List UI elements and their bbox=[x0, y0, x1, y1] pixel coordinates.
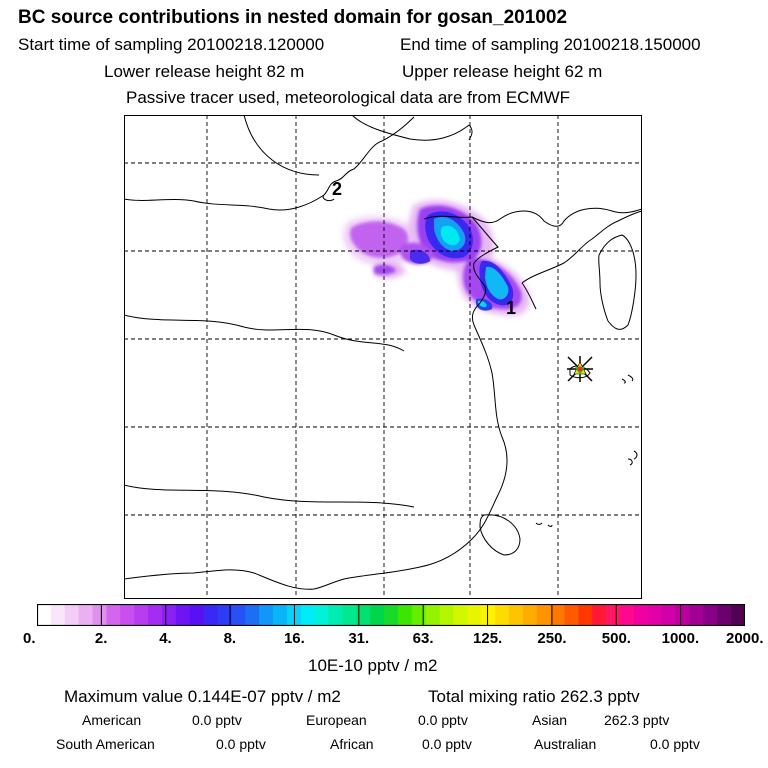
total-mixing-label: Total mixing ratio 262.3 pptv bbox=[428, 687, 640, 706]
colorbar-tick-label: 8. bbox=[223, 630, 237, 647]
colorbar-cell bbox=[245, 604, 260, 626]
colorbar-tick-label: 250. bbox=[537, 630, 567, 647]
colorbar-cell bbox=[134, 604, 149, 626]
colorbar-cell bbox=[356, 604, 371, 626]
colorbar-cell bbox=[453, 604, 468, 626]
colorbar-cell bbox=[522, 604, 538, 626]
colorbar-cell bbox=[314, 604, 330, 626]
colorbar-cell bbox=[633, 604, 649, 626]
colorbar-tick-label: 4. bbox=[159, 630, 172, 647]
colorbar-cell bbox=[703, 604, 718, 626]
colorbar-cell bbox=[175, 604, 191, 626]
source-european-value: 0.0 pptv bbox=[418, 712, 468, 728]
source-south-american-name: South American bbox=[56, 736, 155, 752]
max-value-label: Maximum value 0.144E-07 pptv / m2 bbox=[64, 687, 341, 706]
colorbar-cell bbox=[578, 604, 593, 626]
colorbar-cell bbox=[120, 604, 135, 626]
colorbar-tick-label: 125. bbox=[473, 630, 503, 647]
colorbar-cell bbox=[64, 604, 80, 626]
colorbar-cell bbox=[273, 604, 288, 626]
colorbar-cell bbox=[550, 604, 566, 626]
colorbar-cell bbox=[606, 604, 621, 626]
colorbar-cell bbox=[467, 604, 482, 626]
map-frame bbox=[124, 115, 642, 599]
lower-release-label: Lower release height 82 m bbox=[104, 62, 305, 81]
colorbar-cell bbox=[689, 604, 704, 626]
colorbar-cell bbox=[78, 604, 94, 626]
source-australian-value: 0.0 pptv bbox=[650, 736, 700, 752]
source-australian-name: Australian bbox=[534, 736, 597, 752]
colorbar-cell bbox=[592, 604, 607, 626]
colorbar-cell bbox=[717, 604, 732, 626]
colorbar-tick-label: 0. bbox=[23, 630, 36, 647]
colorbar bbox=[37, 604, 745, 626]
source-south-american-value: 0.0 pptv bbox=[216, 736, 266, 752]
colorbar-cell bbox=[481, 604, 496, 626]
colorbar-tick-label: 63. bbox=[412, 630, 434, 647]
source-african-name: African bbox=[330, 736, 374, 752]
colorbar-cell bbox=[50, 604, 66, 626]
colorbar-tick-label: 2000. bbox=[726, 630, 764, 647]
colorbar-cell bbox=[536, 604, 552, 626]
colorbar-cell bbox=[37, 604, 52, 626]
colorbar-cell bbox=[731, 604, 745, 626]
colorbar-cell bbox=[328, 604, 344, 626]
colorbar-cell bbox=[647, 604, 663, 626]
colorbar-cell bbox=[620, 604, 635, 626]
colorbar-cell bbox=[509, 604, 524, 626]
colorbar-cell bbox=[661, 604, 677, 626]
colorbar-cell bbox=[161, 604, 177, 626]
plot-title: BC source contributions in nested domain… bbox=[18, 7, 568, 28]
colorbar-cell bbox=[425, 604, 441, 626]
colorbar-cell bbox=[384, 604, 399, 626]
colorbar-tick-label: 500. bbox=[601, 630, 631, 647]
colorbar-cell bbox=[217, 604, 232, 626]
colorbar-cell bbox=[203, 604, 219, 626]
colorbar-tick-label: 2. bbox=[94, 630, 108, 647]
lat-lon-grid bbox=[124, 115, 642, 599]
colorbar-cell bbox=[439, 604, 455, 626]
end-time-label: End time of sampling 20100218.150000 bbox=[400, 35, 701, 54]
colorbar-cell bbox=[148, 604, 163, 626]
colorbar-cell bbox=[300, 604, 316, 626]
source-african-value: 0.0 pptv bbox=[422, 736, 472, 752]
source-american-value: 0.0 pptv bbox=[192, 712, 242, 728]
colorbar-cell bbox=[495, 604, 510, 626]
colorbar-cell bbox=[411, 604, 427, 626]
marker-1-label: 1 bbox=[506, 298, 516, 318]
coastlines bbox=[124, 115, 642, 590]
tracer-note: Passive tracer used, meteorological data… bbox=[126, 88, 571, 107]
colorbar-cell bbox=[397, 604, 413, 626]
colorbar-cell bbox=[92, 604, 108, 626]
colorbar-units: 10E-10 pptv / m2 bbox=[308, 656, 438, 675]
colorbar-cell bbox=[370, 604, 385, 626]
map-panel: 1 2 bbox=[124, 115, 642, 599]
colorbar-cell bbox=[675, 604, 691, 626]
upper-release-label: Upper release height 62 m bbox=[402, 62, 603, 81]
colorbar-cell bbox=[564, 604, 580, 626]
colorbar-cell bbox=[106, 604, 121, 626]
source-asian-value: 262.3 pptv bbox=[604, 712, 670, 728]
colorbar-tick-label: 31. bbox=[348, 630, 370, 647]
start-time-label: Start time of sampling 20100218.120000 bbox=[18, 35, 325, 54]
marker-2-label: 2 bbox=[332, 179, 342, 199]
colorbar-tick-label: 1000. bbox=[661, 630, 700, 647]
concentration-plume bbox=[343, 200, 530, 316]
source-american-name: American bbox=[82, 712, 142, 728]
receptor-star-icon bbox=[567, 356, 593, 382]
colorbar-tick-label: 16. bbox=[283, 630, 305, 647]
colorbar-cell bbox=[189, 604, 205, 626]
colorbar-cell bbox=[342, 604, 357, 626]
colorbar-cell bbox=[259, 604, 274, 626]
colorbar-cell bbox=[231, 604, 246, 626]
source-european-name: European bbox=[306, 712, 367, 728]
source-asian-name: Asian bbox=[532, 712, 568, 728]
